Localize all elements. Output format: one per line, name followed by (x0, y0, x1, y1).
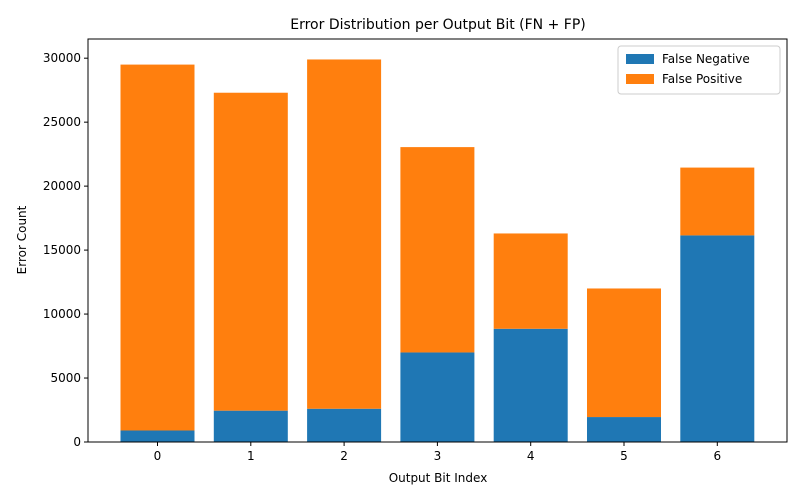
bar-false-negative-6 (680, 235, 755, 442)
x-tick-label: 5 (620, 449, 628, 463)
legend-swatch (626, 54, 654, 64)
bar-false-positive-1 (213, 92, 288, 411)
bar-false-positive-5 (587, 288, 661, 418)
x-axis: 0 1 2 3 4 5 6 (154, 442, 721, 463)
legend-box (617, 45, 781, 95)
legend-label: False Negative (662, 52, 750, 66)
y-tick-label: 25000 (43, 115, 81, 129)
bar-false-positive-2 (307, 59, 382, 409)
bars-group (120, 59, 755, 442)
y-tick-label: 15000 (43, 243, 81, 257)
bar-false-positive-6 (680, 167, 755, 236)
x-tick-label: 6 (713, 449, 721, 463)
x-tick-label: 2 (340, 449, 348, 463)
y-tick-label: 0 (73, 435, 81, 449)
x-tick-label: 0 (154, 449, 162, 463)
chart-title: Error Distribution per Output Bit (FN + … (290, 17, 586, 33)
legend: False Negative False Positive (617, 45, 781, 95)
bar-false-negative-2 (307, 408, 382, 442)
bar-false-positive-3 (400, 147, 475, 353)
x-tick-label: 1 (247, 449, 255, 463)
y-tick-label: 10000 (43, 307, 81, 321)
y-axis: 0 5000 10000 15000 20000 25000 30000 (43, 51, 88, 449)
legend-label: False Positive (662, 72, 742, 86)
bar-false-negative-4 (493, 328, 568, 442)
y-tick-label: 20000 (43, 179, 81, 193)
x-tick-label: 3 (434, 449, 442, 463)
y-axis-label: Error Count (15, 205, 29, 274)
y-tick-label: 30000 (43, 51, 81, 65)
y-tick-label: 5000 (50, 371, 81, 385)
bar-false-negative-1 (213, 410, 288, 442)
bar-false-positive-0 (120, 64, 195, 431)
bar-false-positive-4 (493, 233, 568, 329)
x-tick-label: 4 (527, 449, 535, 463)
bar-false-negative-0 (120, 430, 195, 442)
bar-false-negative-5 (587, 417, 661, 442)
bar-false-negative-3 (400, 352, 475, 442)
legend-swatch (626, 74, 654, 84)
x-axis-label: Output Bit Index (389, 471, 488, 485)
